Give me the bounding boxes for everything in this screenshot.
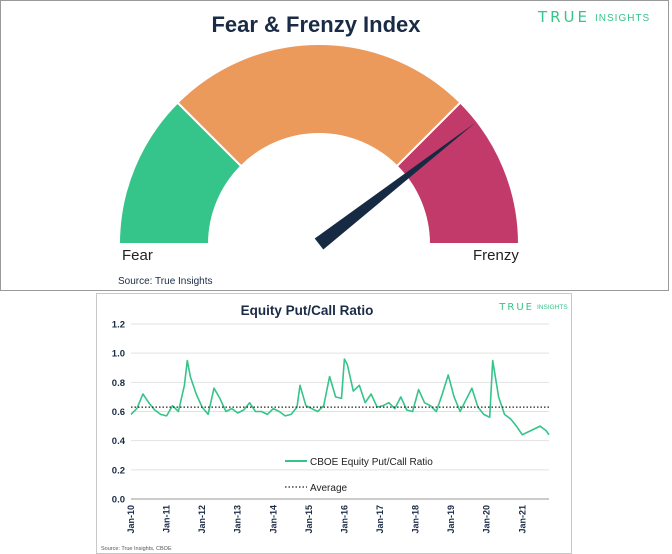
ratio-x-tick: Jan-14 <box>268 505 278 534</box>
ratio-y-tick: 1.2 <box>112 320 125 331</box>
ratio-y-tick: 0.6 <box>112 407 125 418</box>
gauge-segment-2 <box>395 101 521 245</box>
ratio-y-tick: 0.0 <box>112 495 125 506</box>
brand-logo-insights: INSIGHTS <box>595 13 650 24</box>
ratio-y-tick: 0.4 <box>112 436 126 447</box>
gauge-label-frenzy: Frenzy <box>473 247 519 264</box>
ratio-x-tick: Jan-20 <box>482 505 492 534</box>
gauge-needle-shape <box>314 122 476 250</box>
legend-series-label: CBOE Equity Put/Call Ratio <box>310 457 433 468</box>
gauge-label-fear: Fear <box>122 247 153 264</box>
gauge-needle <box>314 122 476 250</box>
gauge-segment-1 <box>176 43 462 168</box>
gauge-source: Source: True Insights <box>118 276 213 287</box>
ratio-series <box>130 358 550 436</box>
ratio-gridlines <box>131 323 549 500</box>
put-call-ratio-chart: Equity Put/Call Ratio TRUE INSIGHTS 0.00… <box>101 302 568 552</box>
ratio-series-line <box>130 358 550 436</box>
ratio-x-tick: Jan-17 <box>375 505 385 534</box>
ratio-x-tick: Jan-19 <box>446 505 456 534</box>
brand-logo-true: TRUE <box>537 8 590 26</box>
gauge-title: Fear & Frenzy Index <box>211 12 421 37</box>
ratio-source: Source: True Insights, CBOE <box>101 546 172 552</box>
ratio-x-tick: Jan-13 <box>233 505 243 534</box>
ratio-brand-insights: INSIGHTS <box>537 304 568 311</box>
ratio-x-tick: Jan-21 <box>517 505 527 534</box>
gauge-chart: Fear & Frenzy Index TRUE INSIGHTS Fear F… <box>117 8 650 287</box>
ratio-x-tick: Jan-12 <box>197 505 207 534</box>
ratio-y-tick: 0.8 <box>112 378 125 389</box>
ratio-x-axis: Jan-10 Jan-11 Jan-12 Jan-13 Jan-14 Jan-15 Jan-… <box>126 505 527 534</box>
ratio-y-tick: 0.2 <box>112 465 125 476</box>
ratio-title: Equity Put/Call Ratio <box>241 303 374 318</box>
fear-frenzy-panel: Fear & Frenzy Index TRUE INSIGHTS Fear F… <box>0 0 669 291</box>
ratio-legend: CBOE Equity Put/Call Ratio Average <box>285 457 433 494</box>
put-call-ratio-panel: Equity Put/Call Ratio TRUE INSIGHTS 0.0 0… <box>96 293 572 554</box>
ratio-brand-true: TRUE <box>498 302 534 313</box>
ratio-x-tick: Jan-10 <box>126 505 136 534</box>
ratio-x-tick: Jan-15 <box>304 505 314 534</box>
legend-average-label: Average <box>310 483 348 494</box>
ratio-y-tick: 1.0 <box>112 349 125 360</box>
gauge-arcs <box>117 43 521 245</box>
ratio-x-tick: Jan-18 <box>411 505 421 534</box>
ratio-y-axis: 0.0 0.2 0.4 0.6 0.8 1.0 1.2 <box>112 320 126 506</box>
ratio-x-tick: Jan-11 <box>162 505 172 533</box>
ratio-x-tick: Jan-16 <box>339 505 349 534</box>
